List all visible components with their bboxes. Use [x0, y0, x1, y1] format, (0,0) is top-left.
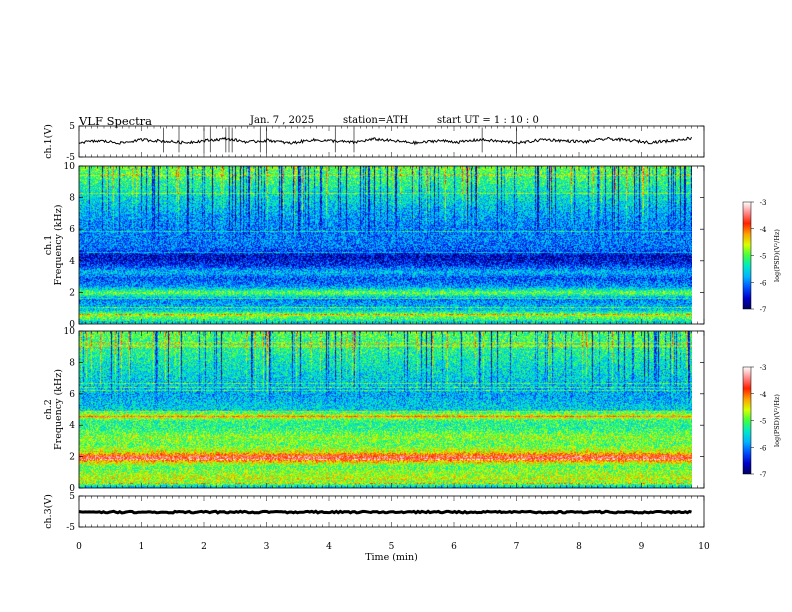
x-tick-label: 0	[76, 542, 82, 552]
x-tick-label: 6	[451, 542, 457, 552]
y-tick-label: -5	[66, 523, 75, 533]
ch1-trace	[78, 136, 692, 146]
x-tick-label: 9	[639, 542, 645, 552]
y-axis-label: ch.1Frequency (kHz)	[43, 205, 64, 286]
y-tick-label: 2	[69, 453, 75, 463]
x-tick-label: 1	[139, 542, 145, 552]
y-tick-label: 10	[64, 162, 76, 172]
x-tick-label: 7	[514, 542, 520, 552]
y-tick-label: 5	[69, 122, 75, 132]
start-ut-label: start UT = 1 : 10 : 0	[437, 115, 539, 126]
date-label: Jan. 7 , 2025	[250, 115, 315, 126]
x-tick-label: 2	[201, 542, 207, 552]
x-tick-label: 10	[698, 542, 710, 552]
spectrogram-ch1	[79, 166, 692, 324]
chart-title: VLF Spectra	[79, 114, 153, 128]
y-tick-label: -5	[66, 153, 75, 163]
y-tick-label: 8	[69, 194, 75, 204]
y-tick-label: 4	[69, 421, 75, 431]
colorbar-tick-label: -7	[760, 471, 767, 479]
colorbar-2	[742, 366, 752, 475]
y-tick-label: 4	[69, 257, 75, 267]
y-axis-label: ch.1(V)	[43, 124, 54, 159]
y-tick-label: 6	[69, 225, 75, 235]
y-axis-label-quantity: Frequency (kHz)	[53, 369, 64, 450]
y-tick-label: 2	[69, 288, 75, 298]
y-tick-label: 5	[69, 492, 75, 502]
y-axis-label-channel: ch.1	[43, 235, 54, 256]
y-tick-label: 10	[64, 327, 76, 337]
y-tick-label: 0	[69, 484, 75, 494]
station-label: station=ATH	[343, 115, 409, 126]
colorbar-tick-label: -4	[760, 226, 767, 234]
spectrogram-ch2	[79, 331, 692, 488]
colorbar-tick-label: -3	[760, 199, 767, 207]
y-tick-label: 0	[69, 320, 75, 330]
y-tick-label: 6	[69, 390, 75, 400]
colorbar-1	[742, 201, 752, 310]
spectrogram-layer	[79, 166, 692, 488]
x-axis-label: Time (min)	[365, 552, 418, 563]
x-tick-label: 8	[576, 542, 582, 552]
colorbar-label: log(PSD)(V²/Hz)	[773, 229, 781, 282]
y-tick-label: 8	[69, 358, 75, 368]
colorbar-tick-label: -6	[760, 279, 767, 287]
colorbar-tick-label: -5	[760, 253, 767, 261]
colorbar-tick-label: -5	[760, 418, 767, 426]
ch3-trace	[78, 509, 692, 515]
y-axis-label: ch.2Frequency (kHz)	[43, 369, 64, 450]
x-tick-label: 3	[264, 542, 270, 552]
colorbar-label: log(PSD)(V²/Hz)	[773, 394, 781, 447]
y-axis-label-channel: ch.2	[43, 399, 54, 420]
colorbar-tick-label: -7	[760, 306, 767, 314]
x-tick-label: 4	[326, 542, 332, 552]
y-axis-label: ch.3(V)	[43, 494, 54, 529]
y-axis-label-quantity: Frequency (kHz)	[53, 205, 64, 286]
x-tick-label: 5	[389, 542, 395, 552]
colorbar-tick-label: -4	[760, 391, 767, 399]
colorbar-tick-label: -3	[760, 364, 767, 372]
colorbar-tick-label: -6	[760, 444, 767, 452]
